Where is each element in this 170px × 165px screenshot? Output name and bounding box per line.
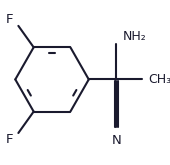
Text: NH₂: NH₂ <box>122 30 146 43</box>
Text: CH₃: CH₃ <box>148 73 170 86</box>
Text: F: F <box>6 13 14 26</box>
Text: F: F <box>6 133 14 146</box>
Text: N: N <box>111 134 121 147</box>
